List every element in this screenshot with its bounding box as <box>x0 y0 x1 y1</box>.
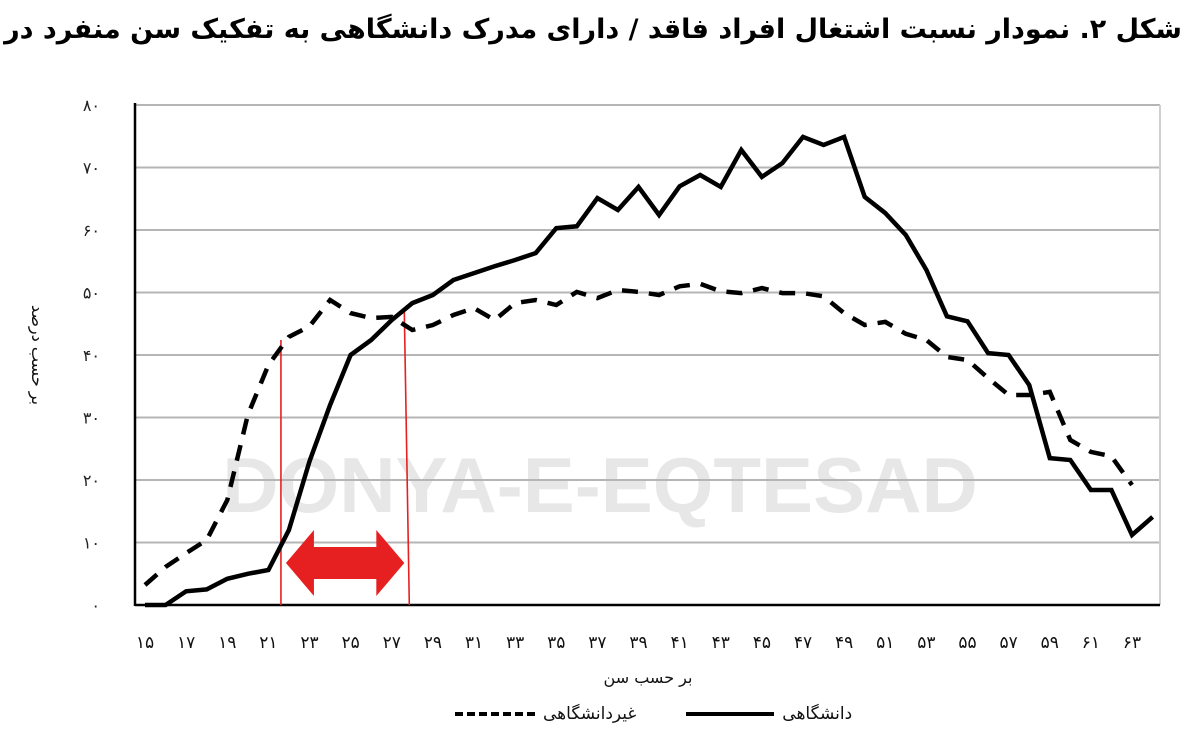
y-tick-label: ۲۰ <box>83 471 100 490</box>
x-tick-label: ۴۵ <box>753 633 771 653</box>
x-tick-label: ۱۷ <box>177 633 195 653</box>
y-tick-label: ۶۰ <box>83 221 100 240</box>
gridlines <box>135 104 1161 605</box>
x-tick-label: ۱۹ <box>218 633 236 653</box>
x-tick-label: ۳۹ <box>629 633 647 653</box>
solid-line-swatch-icon <box>686 712 775 716</box>
x-tick-label: ۵۷ <box>999 633 1017 653</box>
age-range-highlight <box>280 311 411 606</box>
range-end-line <box>403 311 411 606</box>
x-tick-label: ۲۳ <box>300 633 318 653</box>
legend-label-university: دانشگاهی <box>782 704 853 724</box>
y-axis-label: بر حسب درصد <box>27 305 47 405</box>
x-tick-label: ۴۱ <box>670 633 688 653</box>
x-tick-label: ۳۳ <box>506 633 524 653</box>
double-arrow-icon <box>285 530 405 596</box>
x-tick-label: ۵۹ <box>1041 633 1059 653</box>
y-tick-label: ۱۰ <box>83 534 100 553</box>
x-tick-label: ۳۷ <box>588 633 606 653</box>
x-tick-label: ۴۹ <box>835 633 853 653</box>
watermark-text: DONYA-E-EQTESAD <box>222 441 978 529</box>
x-tick-label: ۵۳ <box>917 633 935 653</box>
legend-item-non-university: غیردانشگاهی <box>455 704 636 724</box>
x-tick-label: ۴۷ <box>794 633 812 653</box>
y-tick-label: ۴۰ <box>83 346 100 365</box>
x-axis-ticks: ۱۵ ۱۷ ۱۹ ۲۱ ۲۳ ۲۵ ۲۷ ۲۹ ۳۱ ۳۳ ۳۵ ۳۷ ۳۹ ۴۱ ۴۳ ۴۵ ۴۷ ۴۹ ۵۱ ۵۳… <box>136 633 1141 653</box>
x-tick-label: ۵۵ <box>958 633 976 653</box>
legend: دانشگاهی غیردانشگاهی <box>455 704 852 724</box>
chart-title: شکل ۲. نمودار نسبت اشتغال افراد فاقد / د… <box>0 14 1183 45</box>
y-axis-ticks: ۰ ۱۰ ۲۰ ۳۰ ۴۰ ۵۰ ۶۰ ۷۰ ۸۰ <box>83 96 100 615</box>
watermark: DONYA-E-EQTESAD <box>222 441 978 529</box>
dashed-line-swatch-icon <box>455 712 535 716</box>
legend-label-non-university: غیردانشگاهی <box>543 704 637 724</box>
x-tick-label: ۴۳ <box>712 633 730 653</box>
y-tick-label: ۳۰ <box>83 409 100 428</box>
x-tick-label: ۶۳ <box>1123 633 1141 653</box>
x-axis-label: بر حسب سن <box>604 668 693 688</box>
y-tick-label: ۵۰ <box>83 284 100 303</box>
y-tick-label: ۸۰ <box>83 96 100 115</box>
y-tick-label: ۷۰ <box>83 159 100 178</box>
series-line-university <box>145 133 1155 608</box>
x-tick-label: ۲۱ <box>259 633 277 653</box>
x-tick-label: ۳۱ <box>465 633 483 653</box>
x-tick-label: ۲۵ <box>341 633 359 653</box>
x-tick-label: ۳۵ <box>547 633 565 653</box>
axes <box>133 103 1160 607</box>
y-tick-label: ۰ <box>91 596 100 615</box>
x-tick-label: ۱۵ <box>136 633 154 653</box>
data-series <box>143 133 1155 608</box>
legend-item-university: دانشگاهی <box>686 704 852 724</box>
series-line-non-university <box>143 281 1134 587</box>
x-tick-label: ۵۱ <box>876 633 894 653</box>
x-tick-label: ۶۱ <box>1082 633 1100 653</box>
x-tick-label: ۲۹ <box>424 633 442 653</box>
x-tick-label: ۲۷ <box>383 633 401 653</box>
